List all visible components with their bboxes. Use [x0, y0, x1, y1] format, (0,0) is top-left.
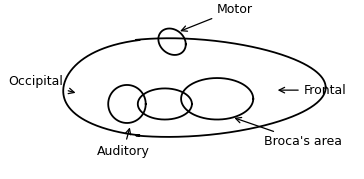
Text: Motor: Motor [181, 3, 253, 31]
Text: Broca's area: Broca's area [236, 117, 342, 148]
Text: Auditory: Auditory [97, 129, 150, 158]
Text: Frontal: Frontal [279, 84, 347, 97]
Text: Occipital: Occipital [8, 75, 74, 94]
